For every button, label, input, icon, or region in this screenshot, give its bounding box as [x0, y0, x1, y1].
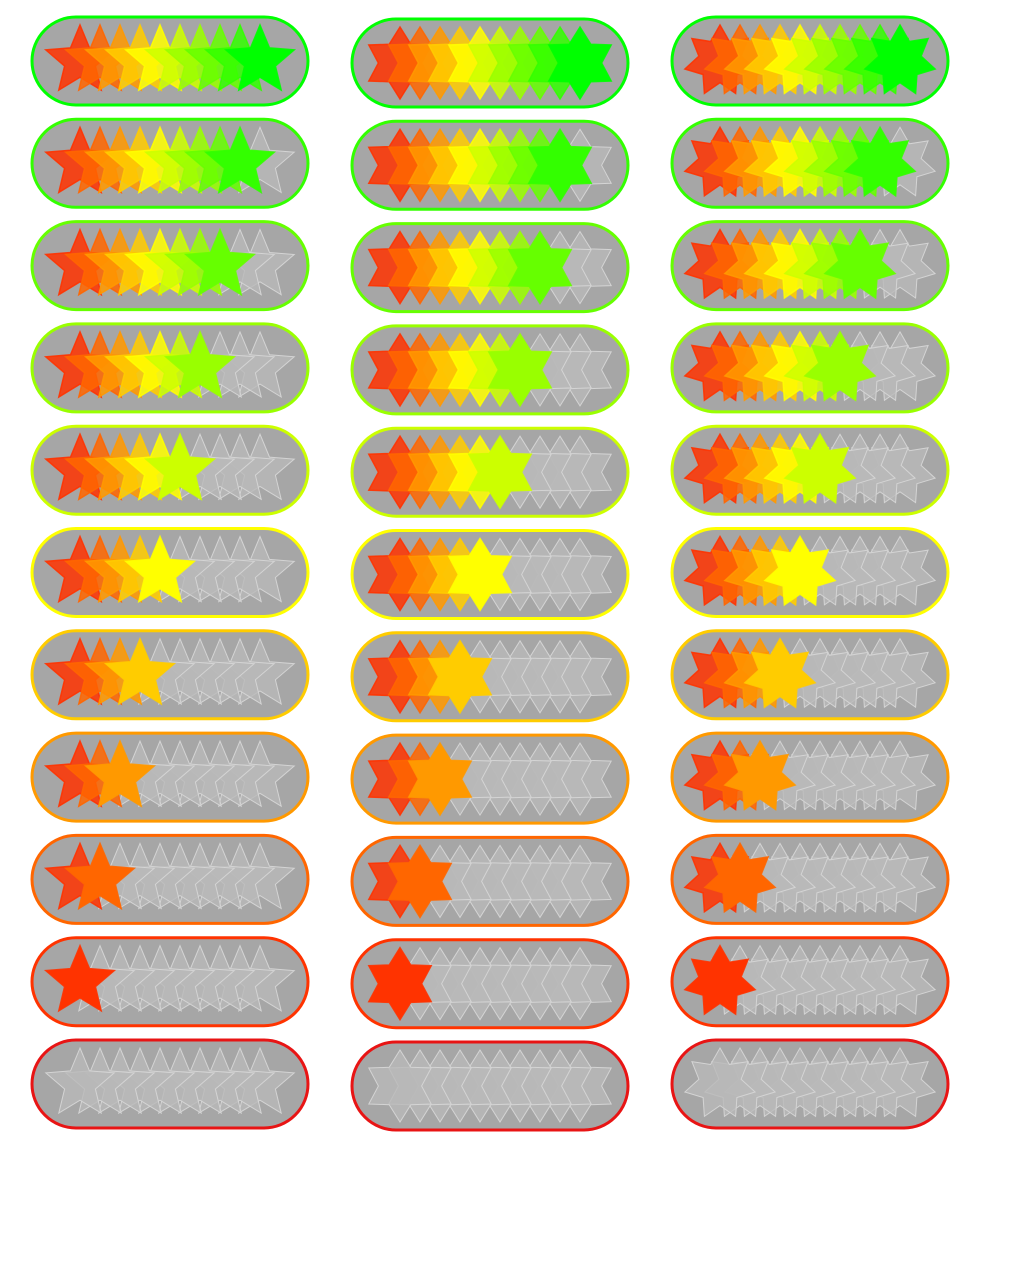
filled-star	[783, 432, 857, 504]
empty-star	[44, 1046, 116, 1115]
rating-widget	[670, 117, 950, 209]
rating-widget	[350, 17, 630, 109]
rating-widget	[670, 15, 950, 107]
filled-stars	[43, 125, 277, 194]
empty-star	[367, 1049, 433, 1123]
rating-widget	[670, 936, 950, 1028]
filled-stars	[683, 432, 857, 504]
filled-star	[63, 841, 137, 911]
rating-widget	[30, 424, 310, 516]
rating-widget	[30, 117, 310, 209]
rating-widget	[350, 119, 630, 211]
filled-stars	[367, 843, 453, 919]
rating-widget	[350, 426, 630, 518]
filled-star	[803, 330, 877, 402]
filled-star	[223, 23, 297, 92]
rating-widget	[670, 833, 950, 925]
filled-stars	[43, 841, 137, 911]
rating-widget	[350, 835, 630, 927]
rating-widget	[670, 220, 950, 312]
filled-star	[507, 230, 573, 306]
filled-star	[123, 534, 197, 604]
filled-stars	[683, 125, 917, 198]
filled-star	[83, 739, 157, 808]
filled-stars	[367, 537, 513, 612]
filled-stars	[43, 534, 197, 604]
filled-stars	[367, 639, 493, 715]
filled-star	[683, 944, 757, 1016]
rating-widget	[30, 1038, 310, 1130]
filled-stars	[43, 739, 157, 808]
filled-star	[43, 943, 117, 1013]
rating-widget	[670, 629, 950, 721]
filled-star	[367, 946, 433, 1022]
filled-stars	[43, 329, 237, 399]
filled-stars	[683, 944, 757, 1016]
filled-stars	[367, 127, 593, 203]
filled-stars	[367, 230, 573, 306]
filled-stars	[43, 432, 217, 501]
filled-stars	[43, 636, 177, 706]
filled-star	[163, 329, 237, 399]
filled-stars	[683, 739, 797, 811]
rating-widget	[350, 1040, 630, 1132]
rating-widget	[670, 424, 950, 516]
filled-star	[447, 537, 513, 612]
filled-stars	[43, 943, 117, 1013]
rating-widget	[30, 629, 310, 721]
rating-widget	[30, 322, 310, 414]
filled-stars	[367, 434, 533, 510]
rating-widget	[350, 222, 630, 314]
filled-star	[183, 227, 257, 297]
rating-widget	[350, 733, 630, 825]
filled-stars	[683, 841, 777, 914]
filled-stars	[683, 534, 837, 607]
filled-stars	[367, 332, 553, 408]
filled-star	[843, 125, 917, 198]
filled-star	[487, 332, 553, 408]
rating-widget	[30, 15, 310, 107]
empty-star	[683, 1046, 757, 1118]
rating-widget	[30, 833, 310, 925]
rating-widget	[670, 527, 950, 618]
rating-widget	[30, 527, 310, 618]
filled-star	[743, 637, 817, 709]
rating-widget	[350, 631, 630, 723]
filled-star	[763, 534, 837, 607]
filled-stars	[43, 227, 257, 297]
rating-widget	[30, 936, 310, 1028]
rating-widget	[670, 731, 950, 823]
filled-star	[547, 25, 613, 101]
rating-widget	[30, 731, 310, 823]
filled-star	[823, 228, 897, 300]
rating-widget	[670, 1038, 950, 1130]
rating-widget	[350, 938, 630, 1030]
filled-star	[723, 739, 797, 811]
filled-stars	[683, 228, 897, 300]
rating-widget	[350, 529, 630, 620]
filled-star	[467, 434, 533, 510]
rating-widget	[350, 324, 630, 416]
rating-widget	[670, 322, 950, 414]
filled-stars	[683, 23, 937, 95]
filled-star	[427, 639, 493, 715]
filled-stars	[367, 25, 613, 101]
filled-star	[527, 127, 593, 203]
filled-star	[407, 741, 473, 817]
filled-star	[103, 636, 177, 706]
filled-star	[863, 23, 937, 95]
filled-star	[703, 841, 777, 914]
filled-star	[203, 125, 277, 194]
filled-stars	[683, 330, 877, 402]
filled-stars	[367, 741, 473, 817]
filled-stars	[367, 946, 433, 1022]
rating-widget	[30, 220, 310, 312]
filled-star	[387, 843, 453, 919]
filled-star	[143, 432, 217, 501]
filled-stars	[683, 637, 817, 709]
filled-stars	[43, 23, 297, 92]
